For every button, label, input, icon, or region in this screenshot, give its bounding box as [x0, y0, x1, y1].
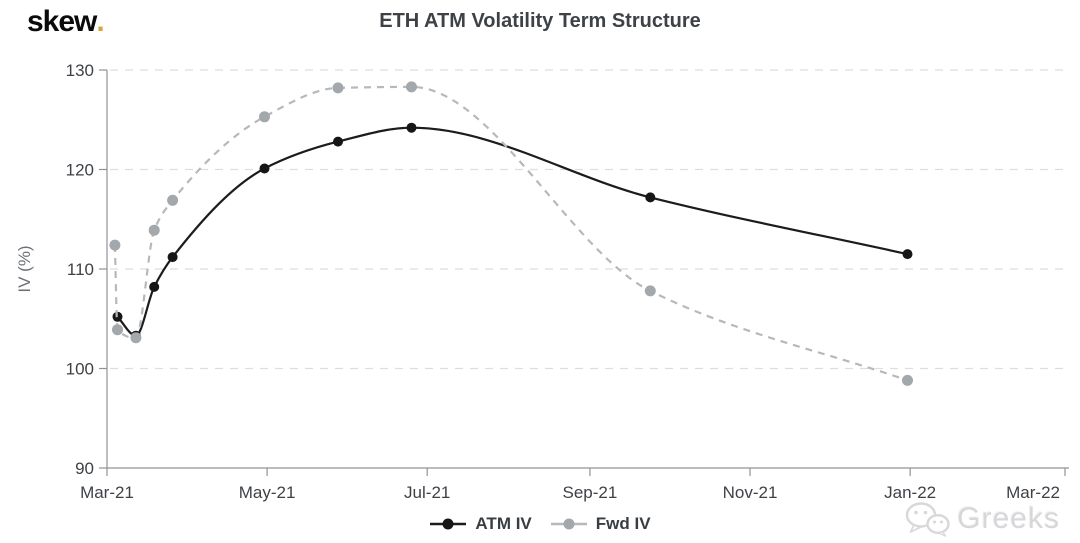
- chart-title: ETH ATM Volatility Term Structure: [379, 10, 701, 32]
- series-fwd-iv-marker: [332, 82, 344, 94]
- y-tick-label: 120: [66, 161, 94, 180]
- y-tick-label: 90: [75, 459, 94, 478]
- x-tick-label: May-21: [239, 483, 296, 502]
- watermark: Greeks: [904, 500, 1060, 537]
- legend-label-atm-iv: ATM IV: [475, 514, 532, 533]
- series-fwd-iv-marker: [109, 239, 121, 251]
- series-atm-iv-marker: [902, 249, 913, 260]
- legend-item-atm-iv[interactable]: ATM IV: [429, 514, 532, 534]
- series-fwd-iv-marker: [902, 374, 913, 386]
- y-axis-title: IV (%): [15, 245, 34, 292]
- series-fwd-iv-line: [113, 85, 908, 382]
- series-atm-iv-line: [116, 126, 908, 337]
- series-fwd-iv-marker: [406, 81, 417, 93]
- y-tick-label: 110: [67, 260, 94, 279]
- series-fwd-iv-marker: [644, 285, 656, 297]
- series-fwd-iv-marker: [148, 224, 160, 236]
- x-tick-label: Sep-21: [563, 483, 618, 502]
- series-atm-iv-marker: [259, 163, 270, 174]
- series-atm-iv-marker: [333, 136, 343, 147]
- series-fwd-iv-marker: [259, 111, 270, 123]
- x-tick-label: Jan-22: [884, 483, 936, 502]
- watermark-label: Greeks: [957, 501, 1060, 535]
- legend-marker-atm-iv: [430, 518, 467, 530]
- wechat-icon: [906, 502, 950, 537]
- legend-marker-fwd-iv: [550, 518, 587, 530]
- y-tick-label: 100: [66, 360, 94, 379]
- series-atm-iv-marker: [406, 122, 417, 133]
- y-tick-label: 130: [66, 61, 94, 80]
- series-atm-iv-marker: [149, 281, 160, 292]
- series-fwd-iv-marker: [130, 332, 142, 344]
- legend-item-fwd-iv[interactable]: Fwd IV: [550, 514, 651, 534]
- series-atm-iv-marker: [167, 252, 178, 263]
- legend-label-fwd-iv: Fwd IV: [595, 514, 651, 533]
- x-tick-label: Nov-21: [723, 483, 778, 502]
- x-tick-label: Mar-21: [80, 483, 134, 502]
- x-tick-label: Mar-22: [1006, 483, 1060, 502]
- series-fwd-iv-marker: [167, 194, 179, 206]
- skew-logo: skew.: [27, 6, 105, 38]
- legend: ATM IV Fwd IV: [0, 514, 1080, 534]
- series-fwd-iv-marker: [112, 324, 123, 336]
- skew-logo-text: skew: [27, 5, 97, 38]
- series-atm-iv-marker: [645, 192, 656, 203]
- skew-logo-dot: .: [96, 5, 105, 38]
- x-tick-label: Jul-21: [404, 483, 450, 502]
